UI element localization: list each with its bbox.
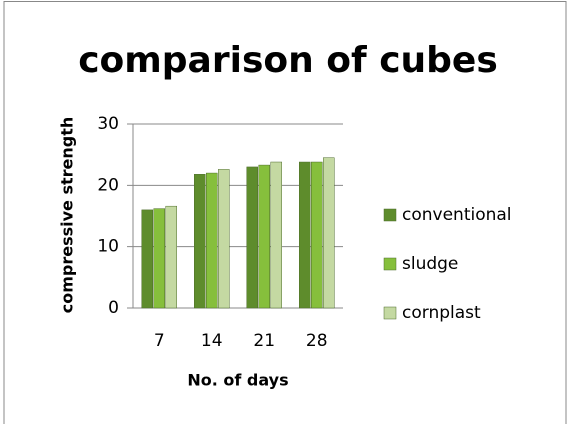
legend-swatch — [383, 208, 397, 222]
bar — [270, 161, 282, 309]
y-axis-label: compressive strength — [58, 117, 77, 314]
bar — [153, 208, 165, 309]
x-tick-label: 28 — [306, 331, 328, 351]
x-tick-label: 21 — [253, 331, 275, 351]
bar — [299, 161, 311, 309]
x-tick-label: 7 — [154, 331, 165, 351]
chart-title: comparison of cubes — [78, 40, 498, 81]
legend-label: sludge — [402, 254, 458, 274]
bar — [311, 161, 323, 309]
frame — [3, 1, 567, 424]
y-tick-label: 30 — [97, 114, 119, 134]
bar — [165, 205, 177, 309]
y-tick-label: 10 — [97, 237, 119, 257]
x-axis-label: No. of days — [187, 371, 288, 390]
x-tick-label: 14 — [201, 331, 223, 351]
legend-swatch — [383, 306, 397, 320]
bar — [323, 157, 335, 309]
legend-label: cornplast — [402, 303, 481, 323]
legend-swatch — [383, 257, 397, 271]
bar — [246, 166, 258, 309]
bar — [206, 172, 218, 309]
bar — [141, 209, 153, 309]
bar — [218, 169, 230, 309]
legend-label: conventional — [402, 205, 512, 225]
bar — [258, 164, 270, 309]
y-tick-label: 20 — [97, 175, 119, 195]
bar — [194, 174, 206, 309]
y-tick-label: 0 — [108, 298, 119, 318]
